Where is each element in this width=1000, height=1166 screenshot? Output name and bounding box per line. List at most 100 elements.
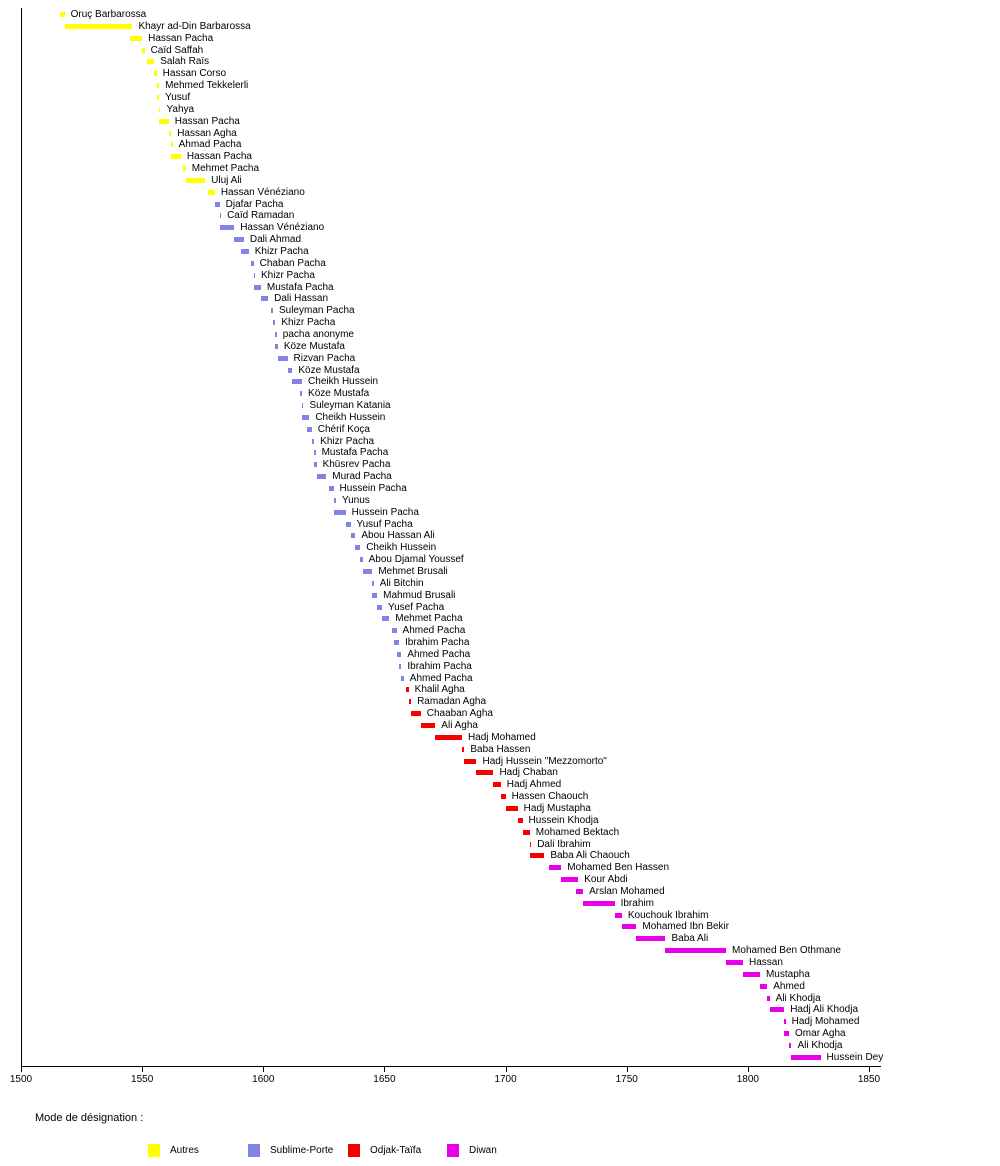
timeline-bar bbox=[362, 568, 373, 574]
timeline-bar-label: Chaaban Agha bbox=[426, 708, 493, 720]
timeline-bar bbox=[333, 509, 346, 515]
timeline-bar bbox=[292, 379, 303, 385]
timeline-bar bbox=[350, 533, 356, 539]
timeline-bar-label: Hassan Vénéziano bbox=[220, 186, 305, 198]
legend-title: Mode de désignation : bbox=[35, 1112, 144, 1124]
legend-swatch-diwan bbox=[447, 1144, 459, 1157]
timeline-bar-label: Hadj Mohamed bbox=[467, 731, 536, 743]
timeline-bar bbox=[316, 474, 327, 480]
timeline-bar-label: Djafar Pacha bbox=[225, 198, 284, 210]
timeline-bar-label: Ahmed Pacha bbox=[407, 648, 471, 660]
timeline-bar-label: Khizr Pacha bbox=[254, 246, 309, 257]
timeline-bar bbox=[396, 651, 402, 657]
timeline-bar bbox=[636, 936, 666, 942]
timeline-bar-label: Khizr Pacha bbox=[281, 317, 336, 329]
timeline-bar-label: Ali Khodja bbox=[775, 992, 821, 1004]
timeline-bar bbox=[461, 746, 465, 752]
timeline-bar-label: Khizr Pacha bbox=[260, 269, 315, 281]
timeline-bar-label: Mohamed Ibn Bekir bbox=[642, 921, 730, 933]
timeline-bar bbox=[287, 367, 293, 373]
timeline-bar-label: Hassan bbox=[749, 957, 783, 968]
timeline-bar-label: Yusuf bbox=[165, 91, 191, 103]
x-tick bbox=[626, 1066, 628, 1072]
timeline-bar-label: Khalil Agha bbox=[414, 684, 465, 696]
timeline-bar-label: Köze Mustafa bbox=[308, 388, 370, 400]
timeline-bar bbox=[493, 782, 501, 788]
timeline-bar bbox=[156, 94, 160, 100]
timeline-bar bbox=[185, 177, 206, 183]
timeline-bar-label: Abou Djamal Youssef bbox=[368, 554, 464, 566]
timeline-bar bbox=[159, 118, 169, 124]
timeline-bar-label: Cheikh Hussein bbox=[366, 542, 437, 554]
timeline-bar bbox=[302, 403, 304, 409]
timeline-bar bbox=[253, 284, 261, 290]
timeline-bar bbox=[168, 130, 172, 136]
timeline-bar bbox=[784, 1031, 790, 1037]
timeline-bar-label: Kouchouk Ibrahim bbox=[627, 909, 709, 921]
x-tick-label: 1750 bbox=[615, 1074, 638, 1085]
x-tick bbox=[869, 1066, 870, 1072]
timeline-bar-label: Rizvan Pacha bbox=[293, 352, 356, 364]
timeline-bar-label: Ali Agha bbox=[441, 720, 478, 731]
timeline-bar-label: Hussein Khodja bbox=[528, 814, 599, 826]
timeline-bar bbox=[408, 699, 412, 705]
timeline-bar bbox=[769, 1007, 785, 1013]
x-tick-label: 1550 bbox=[131, 1074, 154, 1085]
timeline-bar-label: Mahmud Brusali bbox=[383, 589, 456, 601]
timeline-bar-label: Mehmet Pacha bbox=[191, 163, 260, 175]
timeline-bar-label: Arslan Mohamed bbox=[589, 885, 665, 897]
timeline-bar-label: Mustafa Pacha bbox=[321, 447, 389, 459]
timeline-bar-label: Ali Bitchin bbox=[379, 577, 424, 589]
timeline-bar-label: Ali Khodja bbox=[797, 1039, 843, 1051]
x-tick-label: 1500 bbox=[9, 1074, 33, 1085]
x-tick bbox=[263, 1066, 265, 1072]
timeline-bar-label: Mohamed Ben Othmane bbox=[732, 945, 841, 957]
timeline-bar-label: Ahmed bbox=[773, 980, 805, 992]
timeline-bar bbox=[476, 770, 494, 776]
timeline-bar bbox=[146, 59, 155, 65]
timeline-bar bbox=[583, 900, 615, 906]
timeline-bar bbox=[302, 414, 310, 420]
timeline-bar bbox=[500, 794, 506, 800]
timeline-bar-label: Mehmet Pacha bbox=[395, 613, 463, 625]
timeline-bar-label: Ibrahim Pacha bbox=[407, 660, 472, 672]
timeline-bar bbox=[360, 557, 363, 563]
x-tick-label: 1600 bbox=[252, 1074, 275, 1085]
x-tick-label: 1650 bbox=[373, 1074, 396, 1085]
timeline-bar bbox=[517, 817, 523, 823]
timeline-bar-label: Köze Mustafa bbox=[283, 340, 345, 352]
timeline-bar bbox=[207, 189, 215, 195]
timeline-bar-label: Hussein Dey bbox=[826, 1051, 884, 1063]
timeline-bar-label: Suleyman Pacha bbox=[278, 305, 355, 317]
timeline-bar bbox=[394, 640, 399, 646]
timeline-bar bbox=[522, 829, 530, 835]
timeline-bar bbox=[549, 865, 562, 871]
timeline-bar-label: Hadj Ahmed bbox=[506, 779, 562, 791]
legend-swatch-sublime-porte bbox=[248, 1144, 260, 1157]
timeline-bar bbox=[411, 711, 421, 717]
timeline-bar-label: Ahmed Pacha bbox=[402, 625, 466, 637]
x-tick-label: 1700 bbox=[494, 1074, 517, 1085]
timeline-bar bbox=[275, 331, 277, 337]
timeline-bar-label: Hussein Pacha bbox=[339, 483, 407, 494]
timeline-bar bbox=[401, 675, 404, 681]
timeline-bar bbox=[791, 1054, 821, 1060]
timeline-bar-label: Hassen Chaouch bbox=[511, 791, 589, 803]
timeline-bar bbox=[726, 960, 743, 965]
timeline-bar bbox=[277, 355, 288, 361]
timeline-bar-label: Omar Agha bbox=[795, 1028, 846, 1040]
x-tick bbox=[142, 1066, 144, 1072]
timeline-bar-label: Chérif Koça bbox=[317, 423, 370, 435]
timeline-bar bbox=[270, 308, 273, 314]
timeline-bar-label: Ahmad Pacha bbox=[178, 139, 242, 151]
timeline-bar-label: Hassan Agha bbox=[177, 127, 237, 139]
x-axis bbox=[21, 1066, 881, 1067]
timeline-bar bbox=[398, 663, 402, 669]
timeline-bar-label: Mohamed Bektach bbox=[535, 826, 620, 838]
timeline-bar bbox=[575, 888, 584, 894]
timeline-bar-label: Dali Ahmad bbox=[249, 234, 302, 246]
legend-label: Autres bbox=[170, 1145, 199, 1156]
timeline-bar bbox=[382, 616, 390, 622]
timeline-bar bbox=[314, 462, 317, 468]
